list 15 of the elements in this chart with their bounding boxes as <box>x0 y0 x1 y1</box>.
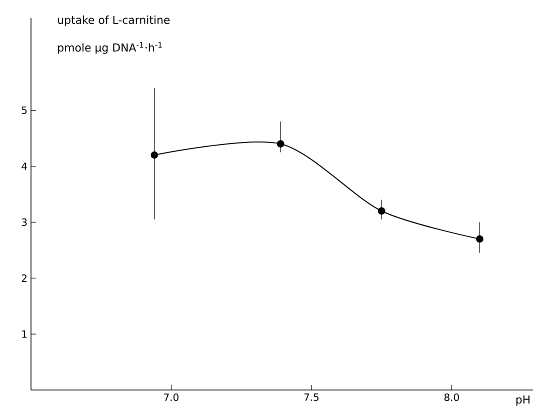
y-tick-label: 1 <box>22 330 27 338</box>
y-axis-title: pmole µg DNA$^{-1}$·h$^{-1}$ <box>58 42 162 54</box>
point <box>476 235 484 243</box>
x-tick-label: 7.5 <box>304 393 318 401</box>
y-tick-label: 4 <box>22 162 27 170</box>
x-axis-title: pH <box>516 395 530 406</box>
y-tick-label: 2 <box>22 274 26 282</box>
point <box>378 207 386 215</box>
chart-title: uptake of L-carnitine <box>58 15 170 26</box>
y-tick-label: 3 <box>22 218 27 226</box>
point <box>276 140 284 148</box>
x-tick-label: 7.0 <box>164 393 178 402</box>
point <box>150 151 158 159</box>
y-tick-label: 5 <box>22 106 27 114</box>
x-tick-label: 8.0 <box>444 393 459 402</box>
